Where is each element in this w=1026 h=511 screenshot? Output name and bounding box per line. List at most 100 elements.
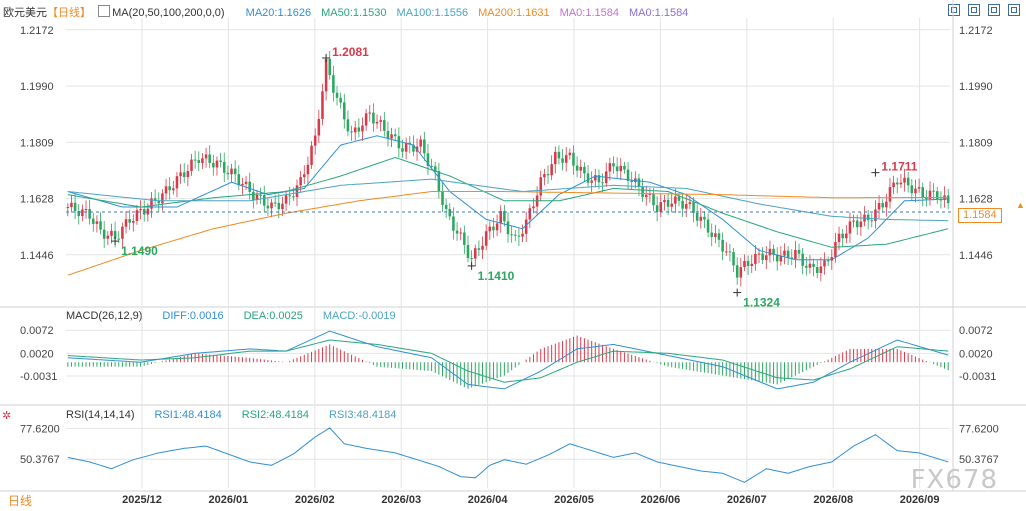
candle-body: [579, 166, 583, 171]
candle-body: [677, 196, 681, 201]
candle-body: [524, 219, 528, 234]
macd-values: DIFF:0.0016 DEA:0.0025 MACD:-0.0019: [152, 310, 405, 322]
zoom-icon[interactable]: [988, 4, 1000, 16]
candle-body: [805, 265, 808, 268]
current-price-tag: 1.1584: [958, 208, 1002, 223]
candle-body: [706, 219, 710, 233]
time-tick: 2026/08: [813, 494, 853, 506]
candle-body: [92, 218, 95, 224]
candle-body: [528, 208, 532, 220]
candle-body: [641, 186, 644, 198]
time-tick: 2026/02: [295, 494, 335, 506]
candle-body: [608, 163, 612, 172]
macd-tick-left: 0.0072: [20, 325, 54, 337]
candle-body: [313, 135, 317, 146]
candle-body: [790, 257, 794, 259]
candle-body: [262, 194, 266, 206]
macd-tick-right: 0.0020: [959, 348, 993, 360]
candle-body: [172, 188, 175, 191]
rsi-values: RSI1:48.4184 RSI2:48.4184 RSI3:48.4184: [144, 409, 406, 421]
candle-body: [928, 190, 932, 200]
candle-body: [303, 174, 306, 178]
candle-body: [99, 221, 102, 230]
price-arrow-icon: ▲: [1016, 200, 1025, 210]
candle-body: [517, 235, 521, 237]
candle-body: [514, 234, 517, 236]
candle-body: [230, 168, 233, 175]
candle-body: [321, 91, 324, 119]
candle-body: [848, 221, 852, 234]
candle-body: [903, 177, 906, 183]
candle-body: [830, 257, 834, 261]
candle-body: [66, 207, 70, 209]
fullscreen-icon[interactable]: [1008, 4, 1020, 16]
candle-body: [219, 160, 222, 162]
candle-body: [175, 176, 179, 189]
candle-body: [81, 209, 84, 217]
select-icon[interactable]: [948, 4, 960, 16]
period-switch[interactable]: 日线: [8, 494, 33, 508]
candle-body: [735, 265, 739, 278]
rsi-label: RSI(14,14,14): [66, 409, 135, 421]
candle-body: [892, 182, 895, 188]
rsi-value-2: RSI3:48.4184: [329, 409, 397, 421]
candle-body: [637, 178, 641, 187]
candle-body: [554, 151, 557, 165]
candle-body: [557, 151, 561, 159]
ma-values: MA20:1.1626 MA50:1.1530 MA100:1.1556 MA200:…: [236, 7, 689, 19]
candle-body: [612, 163, 615, 167]
candle-body: [845, 233, 848, 239]
candle-body: [921, 187, 924, 198]
candle-body: [208, 154, 211, 163]
candle-body: [459, 232, 462, 234]
macd-tick-right: -0.0031: [959, 371, 996, 383]
period-label[interactable]: 【日线】: [47, 7, 91, 19]
rsi-value-1: RSI2:48.4184: [241, 409, 310, 421]
candle-body: [499, 211, 502, 224]
candle-body: [521, 233, 524, 237]
ma-value-5: MA0:1.1584: [628, 7, 689, 19]
rsi-settings-icon[interactable]: ✲: [2, 410, 12, 422]
candle-body: [77, 211, 81, 217]
diff-line: [67, 330, 949, 390]
candle-body: [95, 221, 99, 224]
candle-body: [794, 249, 797, 259]
candle-body: [339, 97, 342, 103]
ma-value-0: MA20:1.1626: [245, 7, 312, 19]
candle-body: [746, 260, 750, 266]
candle-body: [259, 194, 262, 196]
crosshair-icon[interactable]: [968, 4, 980, 16]
time-tick: 2026/05: [554, 494, 594, 506]
candle-body: [295, 185, 299, 198]
ma-settings-icon[interactable]: [98, 5, 111, 17]
candle-body: [299, 177, 302, 186]
candle-body: [179, 172, 182, 177]
candle-body: [332, 75, 335, 93]
annotation-label: 1.1711: [881, 160, 917, 174]
candle-body: [561, 158, 564, 163]
candle-body: [157, 200, 161, 204]
ma50-line: [67, 156, 949, 248]
candle-body: [186, 171, 190, 177]
candle-body: [470, 258, 473, 260]
candle-body: [244, 181, 248, 184]
price-tick-right: 1.2172: [959, 25, 993, 37]
candle-body: [885, 201, 888, 208]
rsi-value-0: RSI1:48.4184: [154, 409, 222, 421]
candle-body: [750, 263, 754, 266]
candle-body: [695, 212, 699, 221]
candle-body: [932, 190, 935, 192]
candle-body: [786, 250, 790, 258]
candle-body: [139, 209, 142, 211]
candle-body: [681, 200, 684, 209]
candle-body: [808, 263, 812, 268]
candle-body: [84, 209, 88, 211]
toolbar: [948, 4, 1020, 16]
candle-body: [728, 251, 732, 253]
rsi-line: [67, 427, 949, 483]
rsi-tick-right: 50.3767: [959, 454, 999, 466]
candle-body: [797, 249, 801, 254]
candle-body: [375, 121, 379, 124]
candle-body: [335, 92, 339, 98]
